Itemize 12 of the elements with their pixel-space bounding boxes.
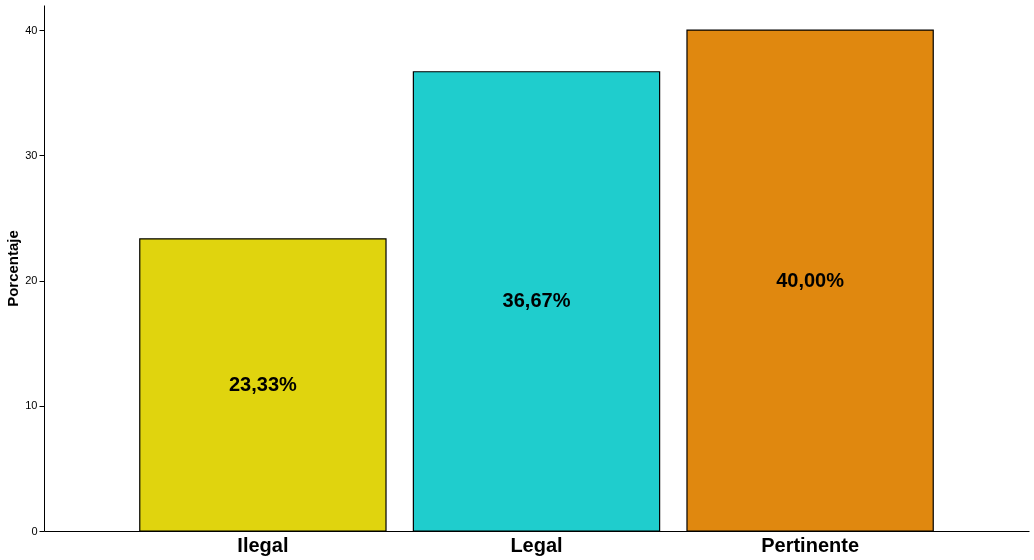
y-tick-label: 0	[31, 524, 38, 537]
data-label: 40,00%	[776, 268, 845, 291]
x-tick-label: Legal	[510, 533, 563, 556]
data-label: 36,67%	[502, 289, 571, 312]
x-tick-label: Ilegal	[237, 533, 289, 556]
y-axis-title: Porcentaje	[4, 230, 22, 307]
y-tick-label: 40	[25, 23, 38, 36]
data-label: 23,33%	[228, 372, 298, 395]
x-tick-label: Pertinente	[761, 533, 860, 556]
y-tick-label: 30	[25, 148, 38, 161]
y-tick-label: 20	[25, 274, 38, 287]
y-tick-label: 10	[25, 399, 38, 412]
